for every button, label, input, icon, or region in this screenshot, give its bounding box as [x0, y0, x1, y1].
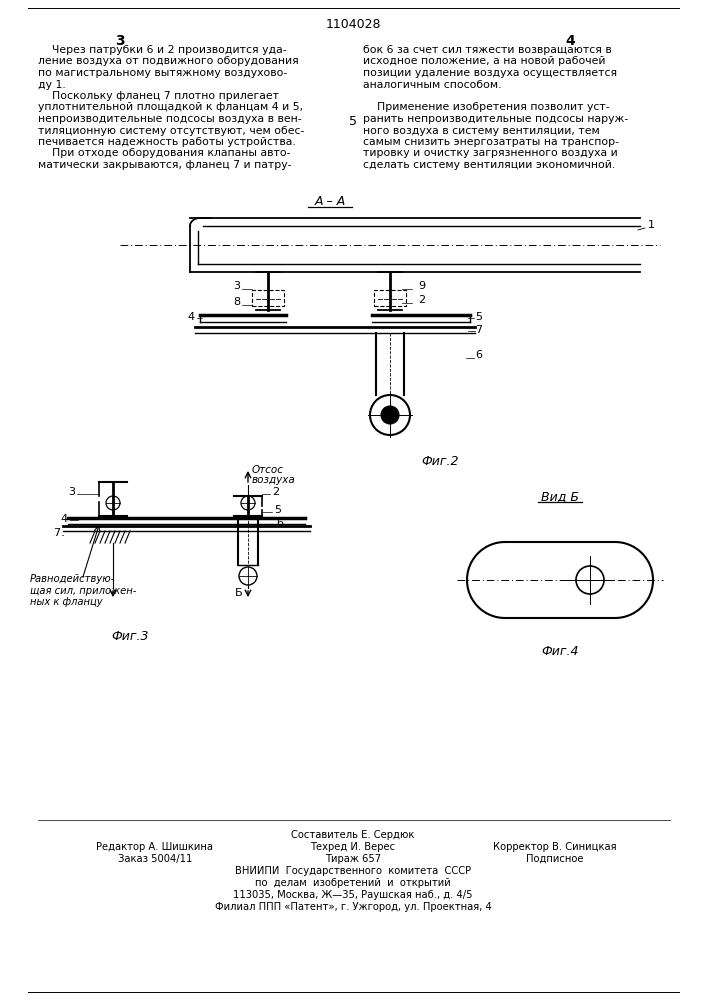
Text: 5: 5	[475, 312, 482, 322]
Text: 4: 4	[188, 312, 195, 322]
Circle shape	[381, 406, 399, 424]
Text: тиляционную систему отсутствуют, чем обес-: тиляционную систему отсутствуют, чем обе…	[38, 125, 305, 135]
Text: ного воздуха в систему вентиляции, тем: ного воздуха в систему вентиляции, тем	[363, 125, 600, 135]
Text: 1: 1	[648, 220, 655, 230]
Text: Заказ 5004/11: Заказ 5004/11	[118, 854, 192, 864]
Text: печивается надежность работы устройства.: печивается надежность работы устройства.	[38, 137, 296, 147]
Text: При отходе оборудования клапаны авто-: При отходе оборудования клапаны авто-	[38, 148, 291, 158]
Text: 7: 7	[475, 325, 482, 335]
Text: уплотнительной площадкой к фланцам 4 и 5,: уплотнительной площадкой к фланцам 4 и 5…	[38, 103, 303, 112]
Text: Отсос: Отсос	[252, 465, 284, 475]
Text: Б: Б	[235, 588, 243, 598]
Text: 4: 4	[61, 514, 68, 524]
Bar	[374, 290, 406, 306]
Text: матически закрываются, фланец 7 и патру-: матически закрываются, фланец 7 и патру-	[38, 160, 291, 170]
Text: бок 6 за счет сил тяжести возвращаются в: бок 6 за счет сил тяжести возвращаются в	[363, 45, 612, 55]
Text: 6: 6	[475, 350, 482, 360]
Text: Равнодействую-
щая сил, приложен-
ных к фланцу: Равнодействую- щая сил, приложен- ных к …	[30, 574, 136, 607]
Text: ВНИИПИ  Государственного  комитета  СССР: ВНИИПИ Государственного комитета СССР	[235, 866, 471, 876]
Text: 113035, Москва, Ж—35, Раушская наб., д. 4/5: 113035, Москва, Ж—35, Раушская наб., д. …	[233, 890, 473, 900]
Text: Корректор В. Синицкая: Корректор В. Синицкая	[493, 842, 617, 852]
Bar	[252, 290, 284, 306]
Text: Тираж 657: Тираж 657	[325, 854, 381, 864]
Text: Техред И. Верес: Техред И. Верес	[310, 842, 395, 852]
Text: 3: 3	[68, 487, 75, 497]
Text: Филиал ППП «Патент», г. Ужгород, ул. Проектная, 4: Филиал ППП «Патент», г. Ужгород, ул. Про…	[215, 902, 491, 912]
Text: 2: 2	[272, 487, 279, 497]
Text: позиции удаление воздуха осуществляется: позиции удаление воздуха осуществляется	[363, 68, 617, 78]
Text: ду 1.: ду 1.	[38, 80, 66, 90]
Text: Применение изобретения позволит уст-: Применение изобретения позволит уст-	[363, 103, 609, 112]
Text: тировку и очистку загрязненного воздуха и: тировку и очистку загрязненного воздуха …	[363, 148, 618, 158]
Text: Редактор А. Шишкина: Редактор А. Шишкина	[96, 842, 214, 852]
Text: Поскольку фланец 7 плотно прилегает: Поскольку фланец 7 плотно прилегает	[38, 91, 279, 101]
Text: 7: 7	[53, 528, 60, 538]
Text: 8: 8	[233, 297, 240, 307]
Text: Фиг.3: Фиг.3	[111, 630, 148, 643]
Text: 6: 6	[276, 518, 283, 528]
Text: Фиг.2: Фиг.2	[421, 455, 459, 468]
Text: ление воздуха от подвижного оборудования: ление воздуха от подвижного оборудования	[38, 56, 299, 66]
Text: 5: 5	[274, 505, 281, 515]
Text: 1104028: 1104028	[325, 18, 381, 31]
Text: 4: 4	[565, 34, 575, 48]
Text: Вид Б: Вид Б	[541, 490, 579, 503]
Text: аналогичным способом.: аналогичным способом.	[363, 80, 501, 90]
Text: по магистральному вытяжному воздухово-: по магистральному вытяжному воздухово-	[38, 68, 287, 78]
Text: Фиг.4: Фиг.4	[542, 645, 579, 658]
Text: 3: 3	[115, 34, 125, 48]
Text: сделать систему вентиляции экономичной.: сделать систему вентиляции экономичной.	[363, 160, 615, 170]
Text: Подписное: Подписное	[526, 854, 584, 864]
Text: Через патрубки 6 и 2 производится уда-: Через патрубки 6 и 2 производится уда-	[38, 45, 286, 55]
Text: по  делам  изобретений  и  открытий: по делам изобретений и открытий	[255, 878, 451, 888]
Text: исходное положение, а на новой рабочей: исходное положение, а на новой рабочей	[363, 56, 605, 66]
Text: 5: 5	[349, 115, 357, 128]
Text: воздуха: воздуха	[252, 475, 296, 485]
Text: 9: 9	[418, 281, 425, 291]
Text: Составитель Е. Сердюк: Составитель Е. Сердюк	[291, 830, 415, 840]
Text: А – А: А – А	[315, 195, 346, 208]
Text: 2: 2	[418, 295, 425, 305]
Text: ранить непроизводительные подсосы наруж-: ранить непроизводительные подсосы наруж-	[363, 114, 629, 124]
Text: непроизводительные подсосы воздуха в вен-: непроизводительные подсосы воздуха в вен…	[38, 114, 302, 124]
Text: 3: 3	[233, 281, 240, 291]
Text: самым снизить энергозатраты на транспор-: самым снизить энергозатраты на транспор-	[363, 137, 619, 147]
